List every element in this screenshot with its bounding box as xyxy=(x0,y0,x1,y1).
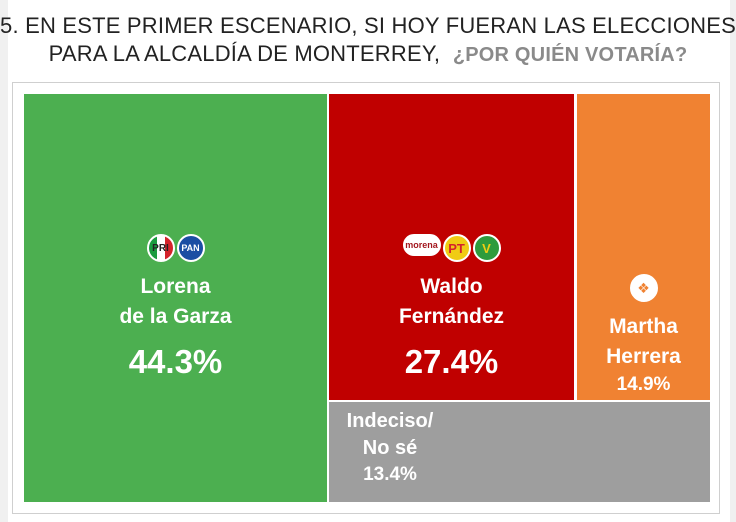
candidate-name-line2: Herrera xyxy=(606,345,681,368)
category-name-line1: Indeciso/ xyxy=(346,410,434,432)
candidate-name-line1: Martha xyxy=(609,315,678,338)
movimiento-ciudadano-logo-icon: ❖ xyxy=(629,274,658,302)
candidate-name-line2: de la Garza xyxy=(119,305,232,328)
party-logos: morena PT V xyxy=(329,234,574,262)
tile-martha-herrera: ❖ Martha Herrera 14.9% xyxy=(577,94,710,400)
candidate-name-line2: Fernández xyxy=(398,305,505,328)
category-name-line2: No sé xyxy=(362,437,418,459)
pan-logo-icon: PAN xyxy=(176,234,205,262)
party-logos: PRI PAN xyxy=(24,234,327,262)
pri-logo-icon: PRI xyxy=(146,234,175,262)
candidate-name: Waldo Fernández xyxy=(329,272,574,332)
pt-logo-icon: PT xyxy=(442,234,471,262)
party-logos: ❖ xyxy=(577,274,710,302)
title-line-2-text: PARA LA ALCALDÍA DE MONTERREY, xyxy=(48,41,441,66)
tile-lorena-de-la-garza: PRI PAN Lorena de la Garza 44.3% xyxy=(24,94,327,502)
percentage-label: 13.4% xyxy=(363,464,417,485)
title-line-2: PARA LA ALCALDÍA DE MONTERREY, ¿POR QUIÉ… xyxy=(0,40,736,69)
category-name: Indeciso/ No sé xyxy=(335,408,445,462)
candidate-name: Lorena de la Garza xyxy=(24,272,327,332)
title-line-1: 5. EN ESTE PRIMER ESCENARIO, SI HOY FUER… xyxy=(0,13,736,38)
tile-indeciso: Indeciso/ No sé 13.4% xyxy=(329,402,710,502)
tile-waldo-fernandez: morena PT V Waldo Fernández 27.4% xyxy=(329,94,574,400)
title-question: ¿POR QUIÉN VOTARÍA? xyxy=(452,44,688,66)
percentage-label: 44.3% xyxy=(128,343,223,380)
pvem-logo-icon: V xyxy=(472,234,501,262)
candidate-name: Martha Herrera xyxy=(577,312,710,372)
candidate-name-line1: Lorena xyxy=(140,275,211,298)
treemap-frame: PRI PAN Lorena de la Garza 44.3% morena … xyxy=(12,82,720,514)
morena-logo-icon: morena xyxy=(402,234,441,256)
percentage-label: 27.4% xyxy=(404,343,499,380)
chart-title: 5. EN ESTE PRIMER ESCENARIO, SI HOY FUER… xyxy=(0,12,736,69)
percentage-label: 14.9% xyxy=(616,374,671,395)
candidate-name-line1: Waldo xyxy=(420,275,483,298)
